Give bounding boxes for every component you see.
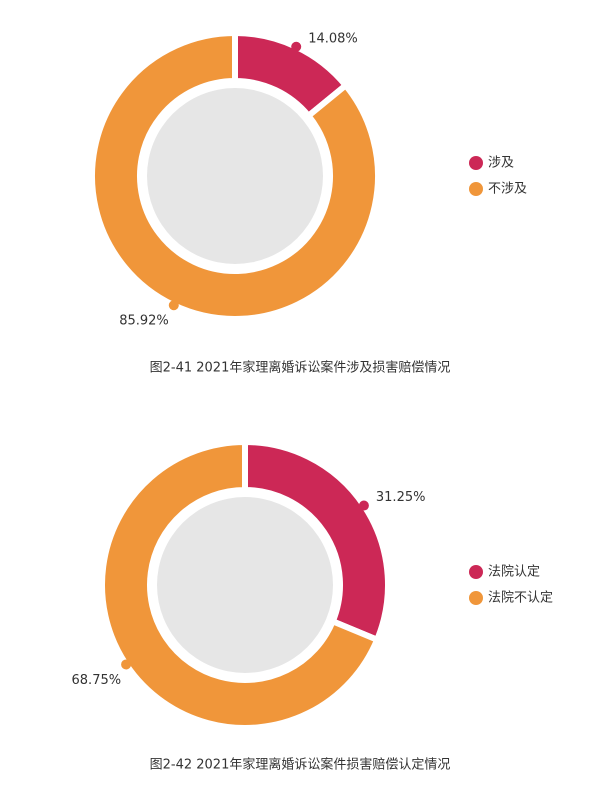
chart-caption: 图2-41 2021年家理离婚诉讼案件涉及损害赔偿情况	[150, 360, 451, 376]
legend-swatch	[469, 156, 483, 170]
data-label: 14.08%	[308, 31, 358, 46]
legend-label: 法院认定	[488, 565, 540, 580]
legend-swatch	[469, 565, 483, 579]
chart-caption: 图2-42 2021年家理离婚诉讼案件损害赔偿认定情况	[150, 757, 451, 773]
legend-label: 涉及	[488, 156, 514, 171]
slice	[99, 438, 382, 731]
slice	[89, 29, 381, 322]
label-dot	[291, 41, 302, 52]
legend-swatch	[469, 182, 483, 196]
label-dot	[358, 500, 369, 511]
label-dot	[168, 300, 179, 311]
legend-label: 法院不认定	[488, 591, 553, 606]
label-dot	[121, 659, 132, 670]
data-label: 31.25%	[376, 490, 426, 505]
data-label: 85.92%	[119, 314, 169, 329]
center-disc	[157, 497, 333, 673]
data-label: 68.75%	[72, 673, 122, 688]
center-disc	[147, 88, 323, 264]
slice	[242, 438, 391, 644]
legend-swatch	[469, 591, 483, 605]
legend-label: 不涉及	[488, 182, 527, 197]
